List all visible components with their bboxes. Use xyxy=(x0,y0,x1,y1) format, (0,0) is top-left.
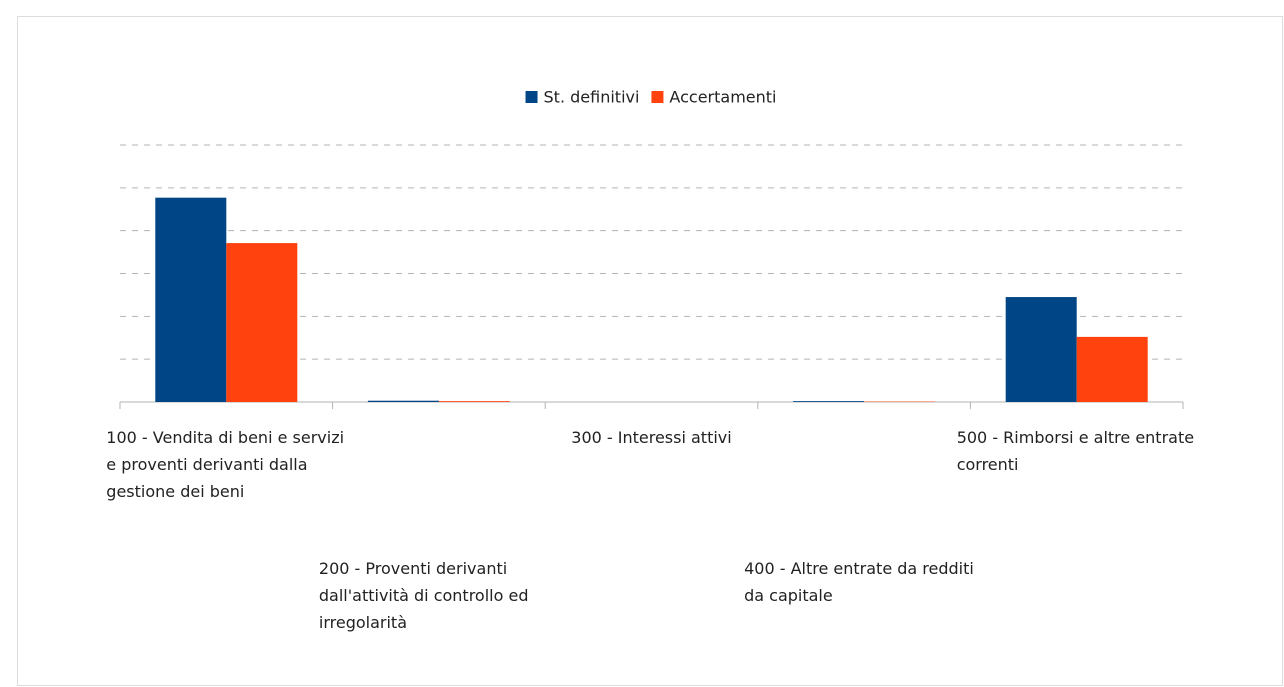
bar xyxy=(226,243,298,402)
legend: St. definitivi Accertamenti xyxy=(525,88,776,107)
category-text: 300 - Interessi attivi xyxy=(571,428,732,447)
legend-swatch xyxy=(651,91,664,103)
x-tick-label: 100 - Vendita di beni e servizi e proven… xyxy=(106,424,346,505)
category-text: 100 - Vendita di beni e servizi e proven… xyxy=(106,428,345,501)
chart-frame xyxy=(17,16,1283,686)
x-tick-label: 500 - Rimborsi e altre entrate correnti xyxy=(957,424,1197,478)
legend-label: Accertamenti xyxy=(669,88,776,107)
bar xyxy=(438,401,510,402)
category-text: 500 - Rimborsi e altre entrate correnti xyxy=(956,428,1195,474)
x-tick-label: 400 - Altre entrate da redditi da capita… xyxy=(744,555,984,609)
x-tick-label: 300 - Interessi attivi xyxy=(532,424,772,451)
bar xyxy=(367,400,439,402)
category-text: 200 - Proventi derivanti dall'attività d… xyxy=(318,559,529,632)
legend-swatch xyxy=(525,91,538,103)
x-tick-label: 200 - Proventi derivanti dall'attività d… xyxy=(319,555,559,636)
bar xyxy=(793,401,865,402)
category-text: 400 - Altre entrate da redditi da capita… xyxy=(744,559,974,605)
bar xyxy=(1076,336,1148,402)
legend-label: St. definitivi xyxy=(544,88,640,107)
bar xyxy=(1005,297,1077,402)
bar xyxy=(155,197,227,402)
